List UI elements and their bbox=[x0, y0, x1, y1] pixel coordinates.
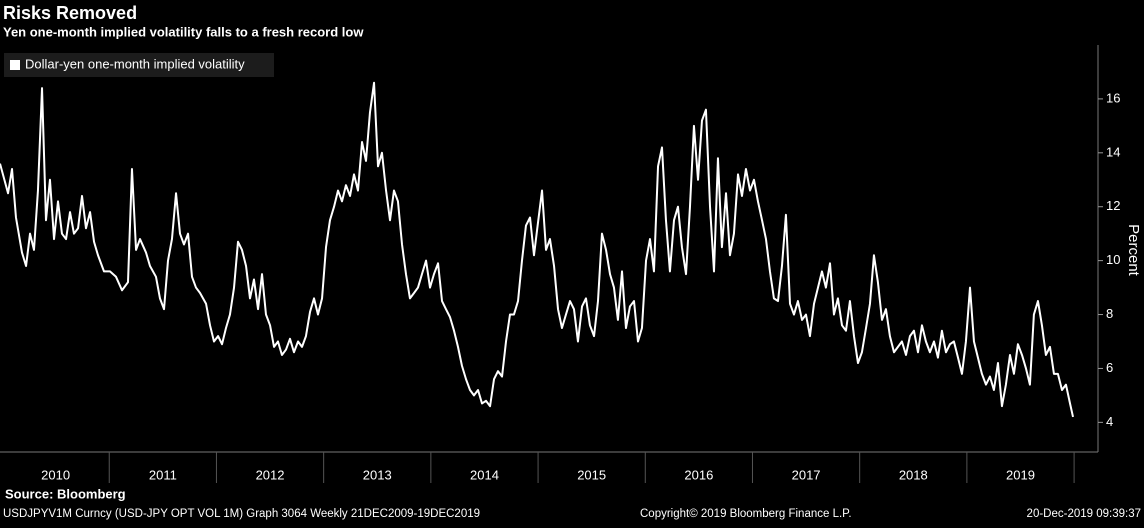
x-tick-label: 2010 bbox=[41, 467, 70, 482]
footer-left: USDJPYV1M Curncy (USD-JPY OPT VOL 1M) Gr… bbox=[3, 508, 480, 520]
legend-swatch bbox=[10, 60, 20, 70]
chart-title: Risks Removed bbox=[3, 3, 137, 23]
y-tick-label: 12 bbox=[1106, 198, 1120, 213]
footer-center: Copyright© 2019 Bloomberg Finance L.P. bbox=[640, 508, 852, 520]
source: Source: Bloomberg bbox=[5, 486, 126, 501]
x-tick-label: 2018 bbox=[899, 467, 928, 482]
x-tick-label: 2015 bbox=[577, 467, 606, 482]
x-tick-label: 2012 bbox=[256, 467, 285, 482]
x-tick-label: 2011 bbox=[149, 467, 177, 482]
legend-box bbox=[4, 53, 274, 77]
y-tick-label: 8 bbox=[1106, 306, 1113, 321]
y-tick-label: 10 bbox=[1106, 252, 1120, 267]
legend-label: Dollar-yen one-month implied volatility bbox=[25, 56, 245, 71]
x-tick-label: 2017 bbox=[792, 467, 821, 482]
x-tick-label: 2013 bbox=[363, 467, 392, 482]
x-tick-label: 2014 bbox=[470, 467, 499, 482]
footer-right: 20-Dec-2019 09:39:37 bbox=[1027, 508, 1141, 520]
y-tick-label: 4 bbox=[1106, 414, 1113, 429]
series-line bbox=[0, 81, 1074, 418]
x-tick-label: 2019 bbox=[1006, 467, 1035, 482]
y-axis-label: Percent bbox=[1125, 224, 1142, 277]
y-tick-label: 16 bbox=[1106, 90, 1120, 105]
x-tick-label: 2016 bbox=[684, 467, 713, 482]
chart-subtitle: Yen one-month implied volatility falls t… bbox=[3, 24, 364, 39]
y-tick-label: 14 bbox=[1106, 144, 1120, 159]
y-tick-label: 6 bbox=[1106, 360, 1113, 375]
